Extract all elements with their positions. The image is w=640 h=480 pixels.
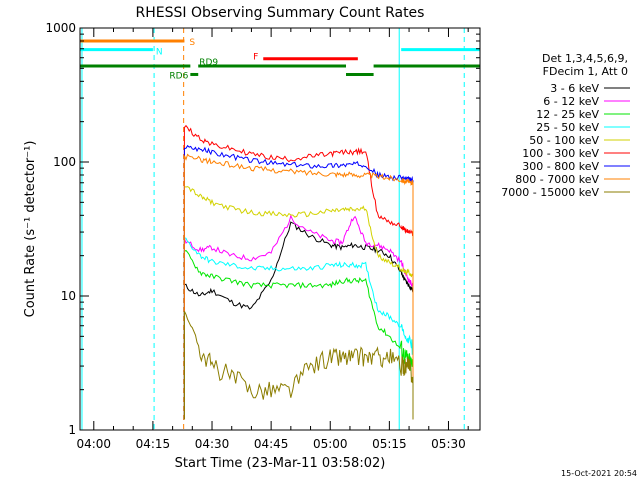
legend-label-4: 50 - 100 keV bbox=[529, 134, 599, 147]
legend-label-7: 800 - 7000 keV bbox=[515, 173, 599, 186]
series-line-8 bbox=[183, 310, 414, 420]
y-tick-label-0: 1 bbox=[68, 423, 76, 437]
x-tick-label-1: 04:15 bbox=[136, 437, 171, 451]
legend-label-1: 6 - 12 keV bbox=[543, 95, 599, 108]
legend-label-5: 100 - 300 keV bbox=[522, 147, 599, 160]
x-tick-label-3: 04:45 bbox=[254, 437, 289, 451]
x-tick-label-6: 05:30 bbox=[431, 437, 466, 451]
chart-title: RHESSI Observing Summary Count Rates bbox=[136, 5, 425, 21]
series-line-5 bbox=[183, 124, 414, 420]
timestamp: 15-Oct-2021 20:54 bbox=[561, 469, 637, 478]
plot-frame bbox=[79, 27, 481, 431]
y-tick-label-2: 100 bbox=[53, 155, 76, 169]
series-line-1 bbox=[183, 214, 414, 420]
legend-label-8: 7000 - 15000 keV bbox=[501, 186, 599, 199]
series-line-0 bbox=[183, 221, 414, 420]
plot-area: S N F RD9 RD6 bbox=[80, 28, 480, 430]
flag-label-rd9: RD9 bbox=[199, 58, 218, 68]
series-line-3 bbox=[183, 237, 414, 420]
series-line-2 bbox=[183, 249, 414, 420]
series-line-6 bbox=[183, 144, 414, 420]
y-tick-label-3: 1000 bbox=[45, 21, 76, 35]
axis-ticks: 04:00 04:15 04:30 04:45 05:00 05:15 05:30 1 10 10… bbox=[45, 21, 480, 451]
legend-label-0: 3 - 6 keV bbox=[550, 82, 599, 95]
legend-label-6: 300 - 800 keV bbox=[522, 160, 599, 173]
flag-label-rd6: RD6 bbox=[169, 71, 188, 81]
series-line-4 bbox=[183, 186, 414, 420]
flag-label-s: S bbox=[189, 38, 195, 48]
x-axis-label: Start Time (23-Mar-11 03:58:02) bbox=[175, 456, 386, 471]
legend-label-2: 12 - 25 keV bbox=[536, 108, 599, 121]
flag-label-f: F bbox=[253, 53, 258, 63]
flag-label-n: N bbox=[156, 48, 163, 58]
legend: Det 1,3,4,5,6,9,FDecim 1, Att 0 3 - 6 keV… bbox=[501, 52, 630, 199]
x-tick-label-4: 05:00 bbox=[313, 437, 348, 451]
x-tick-label-0: 04:00 bbox=[76, 437, 111, 451]
legend-header-0: Det 1,3,4,5,6,9, bbox=[542, 52, 628, 65]
y-tick-label-1: 10 bbox=[61, 289, 76, 303]
series-line-7 bbox=[183, 153, 414, 420]
x-tick-label-5: 05:15 bbox=[372, 437, 407, 451]
y-axis-label: Count Rate (s⁻¹ detector⁻¹) bbox=[23, 141, 38, 318]
legend-header-1: FDecim 1, Att 0 bbox=[543, 65, 628, 78]
legend-label-3: 25 - 50 keV bbox=[536, 121, 599, 134]
x-tick-label-2: 04:30 bbox=[195, 437, 230, 451]
